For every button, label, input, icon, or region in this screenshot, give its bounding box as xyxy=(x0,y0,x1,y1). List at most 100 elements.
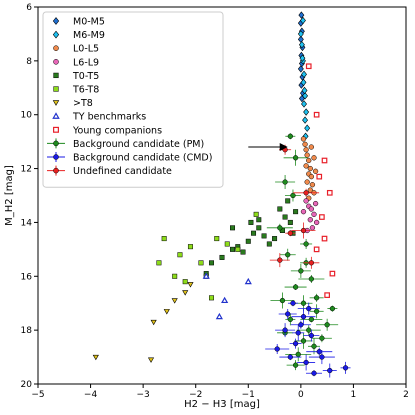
data-point xyxy=(329,270,336,277)
x-axis-label: H2 − H3 [mag] xyxy=(184,399,260,410)
data-point xyxy=(303,147,309,153)
data-point xyxy=(304,124,311,132)
data-point xyxy=(235,246,241,252)
data-point xyxy=(311,343,317,349)
data-point xyxy=(305,63,312,70)
data-point xyxy=(309,182,316,188)
data-point xyxy=(303,190,309,196)
data-point xyxy=(303,198,309,204)
data-point xyxy=(202,272,210,279)
data-point xyxy=(308,332,315,339)
data-point xyxy=(292,155,299,161)
legend-label: L6-L9 xyxy=(73,57,99,68)
data-point xyxy=(301,70,307,79)
data-point xyxy=(92,354,99,361)
data-point xyxy=(329,305,336,312)
data-point xyxy=(224,241,230,247)
data-point xyxy=(308,174,315,180)
series-10-points xyxy=(265,300,351,378)
data-point xyxy=(277,206,283,212)
data-point xyxy=(319,354,325,360)
series-2-points xyxy=(300,136,319,201)
series-4-points xyxy=(203,198,299,277)
data-point xyxy=(282,179,288,185)
data-point xyxy=(308,260,315,266)
data-point xyxy=(215,312,223,320)
data-point xyxy=(182,290,189,296)
data-point xyxy=(208,295,214,301)
data-point xyxy=(342,365,349,371)
data-point xyxy=(303,163,309,169)
legend-label: T0-T5 xyxy=(72,71,99,82)
data-point xyxy=(187,282,194,288)
data-point xyxy=(219,254,225,260)
data-point xyxy=(316,349,322,355)
data-point xyxy=(311,155,317,161)
data-point xyxy=(256,225,262,231)
data-point xyxy=(309,225,316,231)
y-tick-label: 20 xyxy=(21,380,33,390)
data-point xyxy=(306,305,312,312)
data-point xyxy=(297,30,304,38)
data-point xyxy=(313,111,320,118)
legend-marker xyxy=(52,30,60,39)
data-point xyxy=(251,230,257,236)
data-point xyxy=(274,346,280,352)
data-point xyxy=(306,327,312,333)
data-point xyxy=(324,292,330,298)
data-point xyxy=(292,284,299,290)
legend-marker xyxy=(53,72,59,79)
data-point xyxy=(308,206,315,212)
y-axis-ticks: 6 8 10 12 14 16 18 20 xyxy=(21,3,38,390)
legend-marker xyxy=(53,45,59,52)
y-tick-label: 12 xyxy=(21,165,32,175)
y-tick-label: 16 xyxy=(21,272,33,282)
data-point xyxy=(221,296,229,304)
data-point xyxy=(311,370,317,376)
data-point xyxy=(300,300,307,306)
data-point xyxy=(313,308,320,314)
data-point xyxy=(300,314,307,320)
y-tick-label: 8 xyxy=(26,57,32,67)
data-point xyxy=(244,277,252,285)
data-point xyxy=(147,357,155,363)
data-point xyxy=(298,268,304,274)
data-point xyxy=(248,219,254,225)
data-point xyxy=(172,273,178,279)
data-point xyxy=(282,214,288,220)
data-point xyxy=(319,335,325,341)
data-point xyxy=(293,209,299,215)
data-point xyxy=(285,311,291,317)
x-tick-label: 2 xyxy=(403,390,409,400)
legend-label: TY benchmarks xyxy=(72,112,146,123)
legend-box xyxy=(42,11,224,188)
data-point xyxy=(182,279,188,285)
data-point xyxy=(245,238,251,244)
data-point xyxy=(298,11,305,19)
legend-marker xyxy=(53,59,59,65)
x-tick-label: −3 xyxy=(137,390,150,400)
data-point xyxy=(308,316,315,323)
data-point xyxy=(299,54,306,62)
data-point xyxy=(150,319,157,326)
data-point xyxy=(279,297,286,304)
plot-marks xyxy=(92,11,351,378)
legend-marker xyxy=(53,126,59,133)
legend-label: M6-M9 xyxy=(73,30,105,41)
data-point xyxy=(313,295,320,301)
x-tick-label: −5 xyxy=(31,390,44,400)
series-3-points xyxy=(300,198,320,234)
data-point xyxy=(324,322,330,328)
data-point xyxy=(287,230,293,236)
data-point xyxy=(285,198,291,204)
series-9-points xyxy=(266,133,339,371)
series-1-points xyxy=(297,16,311,140)
data-point xyxy=(214,236,220,242)
data-point xyxy=(298,322,304,328)
data-point xyxy=(292,362,299,368)
data-point xyxy=(287,133,293,139)
legend-marker xyxy=(53,86,59,92)
data-point xyxy=(240,249,246,255)
annotation-arrow-head xyxy=(279,143,288,152)
